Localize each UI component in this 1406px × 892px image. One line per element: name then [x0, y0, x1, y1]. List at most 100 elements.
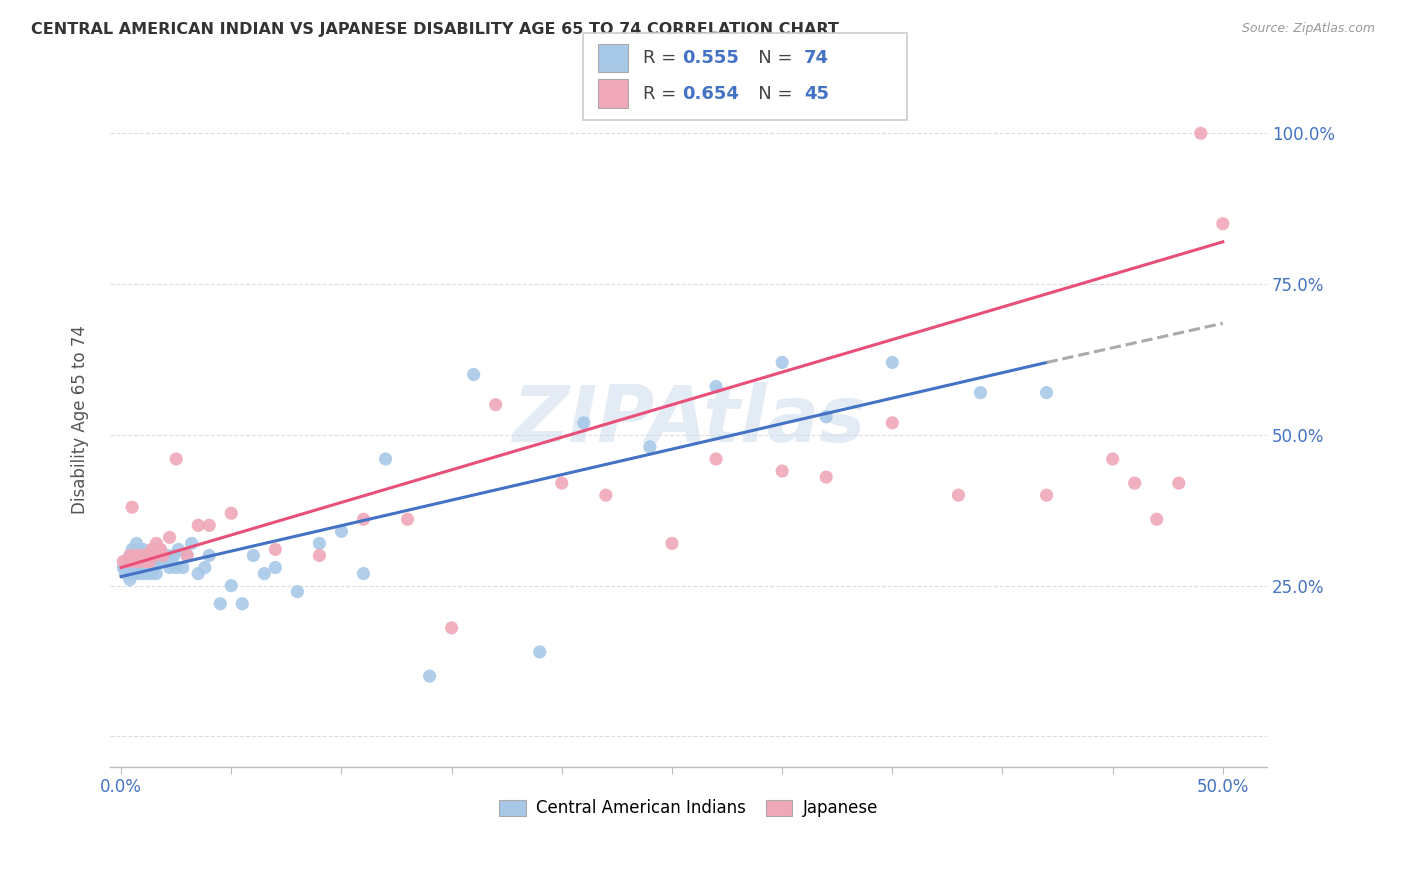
Point — [138, 549, 160, 563]
Point — [242, 549, 264, 563]
Point — [209, 597, 232, 611]
Point — [529, 645, 551, 659]
Point — [187, 518, 209, 533]
Point — [128, 566, 150, 581]
Point — [124, 554, 146, 568]
Point — [112, 554, 135, 568]
Point — [141, 554, 163, 568]
Point — [595, 488, 617, 502]
Point — [661, 536, 683, 550]
Point — [948, 488, 970, 502]
Point — [117, 554, 139, 568]
Point — [330, 524, 353, 539]
Point — [121, 500, 143, 515]
Text: 0.654: 0.654 — [682, 85, 738, 103]
Point — [353, 566, 375, 581]
Point — [141, 566, 163, 581]
Point — [145, 536, 167, 550]
Point — [117, 566, 139, 581]
Point — [148, 542, 170, 557]
Text: ZIPAtlas: ZIPAtlas — [512, 382, 865, 458]
Point — [149, 554, 172, 568]
Point — [121, 566, 143, 581]
Point — [485, 398, 508, 412]
Point — [124, 554, 146, 568]
Point — [128, 542, 150, 557]
Point — [112, 560, 135, 574]
Point — [194, 560, 217, 574]
Point — [264, 560, 287, 574]
Text: N =: N = — [741, 85, 799, 103]
Point — [163, 549, 186, 563]
Point — [572, 416, 595, 430]
Point — [121, 554, 143, 568]
Point — [219, 506, 242, 520]
Point — [463, 368, 485, 382]
Point — [198, 549, 221, 563]
Text: 74: 74 — [804, 49, 830, 67]
Point — [138, 554, 160, 568]
Point — [704, 379, 727, 393]
Point — [132, 542, 155, 557]
Point — [285, 584, 308, 599]
Point — [1035, 488, 1057, 502]
Point — [132, 566, 155, 581]
Point — [704, 452, 727, 467]
Point — [1101, 452, 1123, 467]
Point — [138, 560, 160, 574]
Point — [770, 464, 793, 478]
Point — [253, 566, 276, 581]
Point — [176, 549, 198, 563]
Text: R =: R = — [643, 85, 682, 103]
Point — [1167, 476, 1189, 491]
Point — [353, 512, 375, 526]
Point — [117, 554, 139, 568]
Point — [156, 549, 179, 563]
Point — [134, 560, 156, 574]
Text: 45: 45 — [804, 85, 830, 103]
Point — [152, 549, 174, 563]
Text: R =: R = — [643, 49, 682, 67]
Point — [160, 554, 183, 568]
Point — [129, 549, 152, 563]
Point — [145, 554, 167, 568]
Point — [145, 566, 167, 581]
Point — [124, 549, 146, 563]
Point — [308, 549, 330, 563]
Point — [815, 470, 838, 484]
Point — [440, 621, 463, 635]
Point — [165, 560, 187, 574]
Point — [231, 597, 253, 611]
Point — [159, 560, 181, 574]
Point — [125, 560, 148, 574]
Point — [143, 560, 166, 574]
Point — [152, 549, 174, 563]
Point — [153, 554, 176, 568]
Point — [148, 549, 170, 563]
Point — [134, 554, 156, 568]
Point — [1123, 476, 1146, 491]
Point — [124, 566, 146, 581]
Point — [136, 566, 159, 581]
Point — [121, 542, 143, 557]
Point — [1212, 217, 1234, 231]
Point — [125, 549, 148, 563]
Point — [149, 542, 172, 557]
Point — [882, 355, 904, 369]
Point — [419, 669, 441, 683]
Point — [129, 549, 152, 563]
Point — [198, 518, 221, 533]
Point — [143, 549, 166, 563]
Point — [118, 549, 141, 563]
Point — [882, 416, 904, 430]
Point — [180, 536, 202, 550]
Point — [134, 549, 156, 563]
Point — [551, 476, 574, 491]
Point — [114, 566, 136, 581]
Point — [969, 385, 991, 400]
Point — [374, 452, 396, 467]
Text: 0.555: 0.555 — [682, 49, 738, 67]
Point — [128, 554, 150, 568]
Point — [132, 549, 155, 563]
Point — [132, 554, 155, 568]
